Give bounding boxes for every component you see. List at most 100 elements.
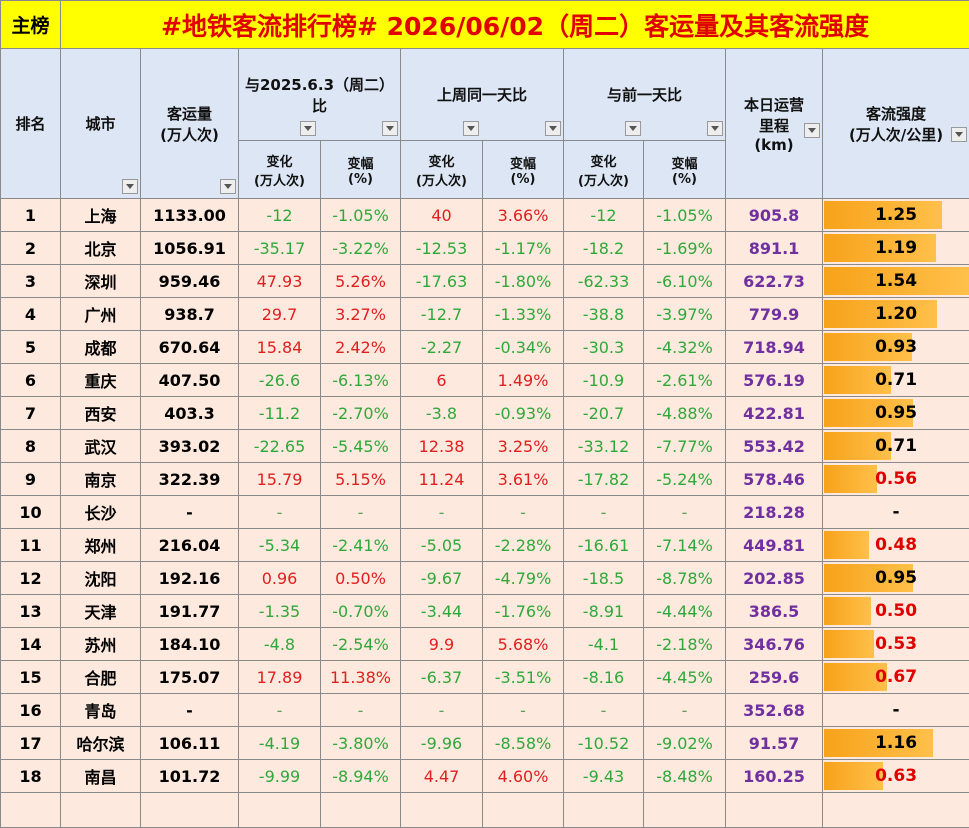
cell-text: -3.97%: [656, 304, 713, 324]
cell-text: 40: [431, 205, 452, 225]
cell: 106.11: [140, 726, 239, 760]
cell-text: -11.2: [258, 403, 301, 423]
cell-text: -4.19: [258, 733, 301, 753]
cell: 352.68: [725, 693, 823, 727]
cell-text: -8.16: [582, 667, 625, 687]
cell: 202.85: [725, 561, 823, 595]
cell: -1.69%: [643, 231, 726, 265]
cell: 18: [0, 759, 61, 793]
data-row: 11 郑州 216.04 -5.34 -2.41% -5.05 -2.28% -16.61 -7…: [0, 528, 969, 562]
cell: 武汉: [60, 429, 141, 463]
intensity-bar: [824, 300, 937, 328]
cell-text: 3.61%: [497, 469, 549, 489]
intensity-value: -: [892, 700, 900, 720]
cell: -: [140, 693, 239, 727]
cell: 上海: [60, 198, 141, 232]
cell: 郑州: [60, 528, 141, 562]
cell-text: -5.45%: [332, 436, 389, 456]
cell: 175.07: [140, 660, 239, 694]
cell-text: 175.07: [158, 667, 221, 687]
cell-text: 352.68: [743, 700, 805, 720]
cell: 40: [400, 198, 483, 232]
cell: 9.9: [400, 627, 483, 661]
cell-text: 哈尔滨: [76, 735, 125, 754]
cell: 91.57: [725, 726, 823, 760]
filter-button[interactable]: [951, 127, 968, 142]
cell-text: -: [438, 502, 445, 522]
cell-text: 3.27%: [335, 304, 386, 324]
cell-text: 12.38: [418, 436, 465, 456]
cell: -: [320, 495, 401, 529]
cell-text: 386.5: [748, 601, 800, 621]
tag: 主榜: [0, 0, 61, 49]
cell-text: 938.7: [164, 304, 215, 324]
cell: 891.1: [725, 231, 823, 265]
cell-text: 11.24: [418, 469, 465, 489]
intensity-value: 0.53: [875, 634, 918, 654]
filter-button[interactable]: [122, 179, 138, 194]
cell-text: 10: [19, 502, 42, 522]
filter-button[interactable]: [804, 123, 820, 138]
cell: [140, 792, 239, 828]
filter-button[interactable]: [707, 121, 723, 136]
intensity-bar: [824, 597, 872, 625]
cell-text: 670.64: [158, 337, 221, 357]
cell: -4.32%: [643, 330, 726, 364]
cell-text: -17.82: [577, 469, 630, 489]
cell: -11.2: [238, 396, 321, 430]
cell-text: -8.48%: [656, 766, 713, 786]
cell-text: -62.33: [577, 271, 630, 291]
cell: -: [140, 495, 239, 529]
cell: -8.48%: [643, 759, 726, 793]
cell-text: 广州: [84, 306, 117, 325]
intensity-value: 0.67: [875, 667, 918, 687]
filter-button[interactable]: [625, 121, 641, 136]
data-row: 12 沈阳 192.16 0.96 0.50% -9.67 -4.79% -18.5 -8.78…: [0, 561, 969, 595]
cell: 346.76: [725, 627, 823, 661]
col-mileage: 本日运营 里程 (km): [725, 48, 823, 199]
intensity-value: 0.95: [875, 568, 918, 588]
filter-button[interactable]: [300, 121, 316, 136]
data-row: 3 深圳 959.46 47.93 5.26% -17.63 -1.80% -62.33 -6.…: [0, 264, 969, 298]
cell: 广州: [60, 297, 141, 331]
cell-text: 578.46: [743, 469, 805, 489]
filter-button[interactable]: [463, 121, 479, 136]
cell-text: -5.24%: [656, 469, 713, 489]
line: (%): [510, 171, 536, 187]
cell: 1.25: [821, 198, 969, 232]
cell: [320, 792, 401, 828]
subheader: 变幅 (%): [643, 140, 726, 199]
cell-text: 5.68%: [497, 634, 549, 654]
cell: 南京: [60, 462, 141, 496]
filter-button[interactable]: [382, 121, 398, 136]
cell: 0.71: [821, 363, 969, 397]
cell-text: 西安: [84, 405, 117, 424]
cell: 12.38: [400, 429, 483, 463]
cell-text: 47.93: [256, 271, 303, 291]
cell-text: 403.3: [164, 403, 215, 423]
col-city-text: 城市: [85, 115, 116, 133]
cell: 17: [0, 726, 61, 760]
intensity-bar: [824, 762, 884, 790]
cell: 7: [0, 396, 61, 430]
cell: -7.77%: [643, 429, 726, 463]
cell-text: -8.78%: [656, 568, 713, 588]
intensity-bar: [824, 201, 942, 229]
cell: 578.46: [725, 462, 823, 496]
cell-text: -9.99: [258, 766, 301, 786]
cell-text: -12.7: [420, 304, 463, 324]
cell: -9.96: [400, 726, 483, 760]
col-city: 城市: [60, 48, 141, 199]
data-row: 1 上海 1133.00 -12 -1.05% 40 3.66% -12 -1.05% 905.8…: [0, 198, 969, 232]
cell: -3.44: [400, 594, 483, 628]
cell: 449.81: [725, 528, 823, 562]
cell-text: -6.37: [420, 667, 463, 687]
filter-button[interactable]: [220, 179, 236, 194]
cell-text: -38.8: [582, 304, 625, 324]
cell: 南昌: [60, 759, 141, 793]
cell-text: 郑州: [84, 537, 117, 556]
line: (万人次): [416, 173, 467, 189]
filter-button[interactable]: [545, 121, 561, 136]
cell: -4.8: [238, 627, 321, 661]
